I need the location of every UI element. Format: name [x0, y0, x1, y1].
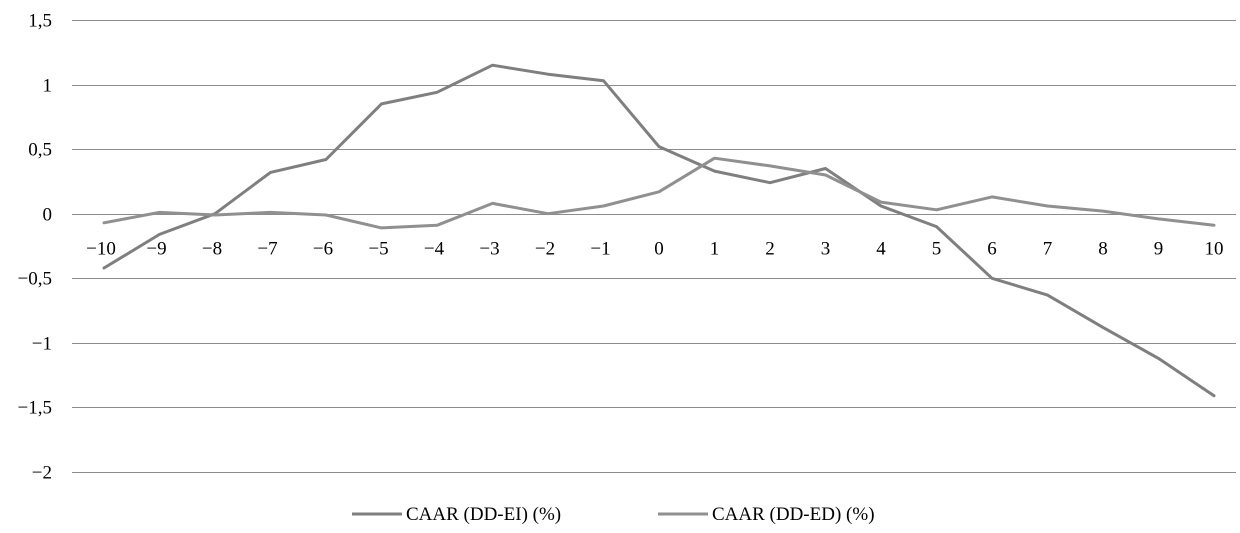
y-tick-label: 0,5	[28, 140, 52, 161]
series-line-1	[102, 63, 1216, 398]
x-tick-label: −5	[368, 239, 388, 260]
x-tick-label: 5	[932, 239, 942, 260]
x-tick-label: −9	[146, 239, 166, 260]
x-tick-label: 9	[1154, 239, 1164, 260]
x-tick-label: 6	[987, 239, 997, 260]
gridlines	[72, 20, 1236, 473]
x-tick-label: −4	[424, 239, 445, 260]
y-tick-label: −2	[32, 463, 52, 484]
series-lines	[102, 63, 1216, 398]
x-tick-label: −3	[479, 239, 499, 260]
x-tick-label: 2	[765, 239, 775, 260]
y-tick-label: 1	[43, 76, 53, 97]
x-tick-label: 0	[654, 239, 664, 260]
series-line-2	[102, 156, 1216, 230]
y-tick-label: −0,5	[18, 269, 52, 290]
y-tick-label: −1,5	[18, 398, 52, 419]
x-axis-tick-labels: −10 −9 −8 −7 −6 −5 −4 −3 −2 −1 0 1 2 3 4 5 6 7 8 9 10	[86, 239, 1223, 260]
y-tick-label: 1,5	[28, 11, 52, 32]
x-tick-label: 3	[821, 239, 831, 260]
x-tick-label: 8	[1098, 239, 1108, 260]
x-tick-label: 10	[1205, 239, 1224, 260]
x-tick-label: −1	[590, 239, 610, 260]
x-tick-label: 7	[1043, 239, 1053, 260]
y-tick-label: −1	[32, 334, 52, 355]
legend: CAAR (DD-EI) (%) CAAR (DD-ED) (%)	[352, 504, 875, 525]
legend-label: CAAR (DD-EI) (%)	[406, 504, 561, 525]
x-tick-label: −6	[313, 239, 333, 260]
y-axis-tick-labels: 1,5 1 0,5 0 −0,5 −1 −1,5 −2	[18, 11, 52, 484]
x-tick-label: −8	[202, 239, 222, 260]
legend-label: CAAR (DD-ED) (%)	[712, 504, 875, 525]
x-tick-label: −10	[86, 239, 116, 260]
x-tick-label: −2	[535, 239, 555, 260]
x-tick-label: −7	[257, 239, 277, 260]
x-tick-label: 4	[876, 239, 886, 260]
y-tick-label: 0	[43, 205, 53, 226]
x-tick-label: 1	[710, 239, 720, 260]
